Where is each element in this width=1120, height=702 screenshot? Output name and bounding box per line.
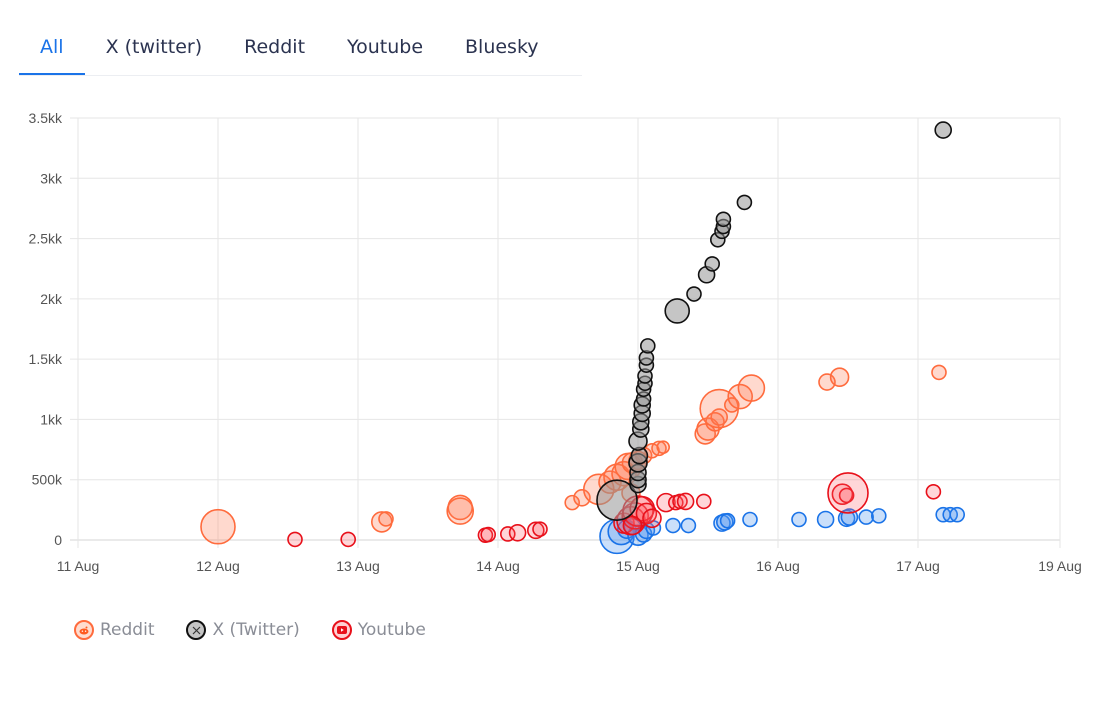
data-point[interactable] [656, 440, 671, 454]
tab-youtube[interactable]: Youtube [347, 36, 424, 58]
data-point[interactable] [934, 121, 953, 139]
data-point[interactable] [340, 531, 357, 548]
data-point[interactable] [622, 515, 643, 536]
x-tick-label: 15 Aug [616, 558, 660, 574]
x-axis: 11 Aug 12 Aug 13 Aug 14 Aug 15 Aug 16 Aug 17 A… [57, 558, 1082, 574]
data-points [200, 121, 966, 555]
legend-item-x-twitter[interactable]: X (Twitter) [186, 620, 300, 640]
y-tick-label: 500k [32, 472, 63, 488]
data-point[interactable] [446, 497, 475, 525]
data-point[interactable] [827, 472, 869, 514]
y-tick-label: 3kk [40, 170, 63, 186]
chart-legend: Reddit X (Twitter) Youtube [74, 620, 458, 640]
data-point[interactable] [639, 338, 656, 354]
data-point[interactable] [672, 493, 688, 510]
data-point[interactable] [526, 521, 545, 540]
tab-bluesky[interactable]: Bluesky [465, 36, 539, 58]
data-point[interactable] [573, 488, 591, 507]
data-point[interactable] [949, 506, 966, 523]
x-tick-label: 16 Aug [756, 558, 800, 574]
series-reddit [200, 364, 947, 545]
data-point[interactable] [664, 298, 691, 324]
legend-label: X (Twitter) [212, 620, 300, 640]
data-point[interactable] [704, 256, 721, 272]
tab-all[interactable]: All [19, 24, 85, 75]
y-tick-label: 2kk [40, 291, 63, 307]
data-point[interactable] [665, 517, 681, 534]
x-tick-label: 19 Aug [1038, 558, 1082, 574]
data-point[interactable] [791, 511, 807, 528]
tab-x-twitter[interactable]: X (twitter) [105, 36, 203, 58]
data-point[interactable] [680, 517, 697, 534]
data-point[interactable] [870, 508, 887, 524]
data-point[interactable] [727, 383, 754, 410]
chart-grid [70, 117, 1061, 548]
data-point[interactable] [829, 367, 850, 388]
data-point[interactable] [676, 492, 695, 511]
data-point[interactable] [715, 211, 732, 228]
x-tick-label: 13 Aug [336, 558, 380, 574]
data-point[interactable] [532, 521, 548, 537]
y-tick-label: 2.5kk [29, 231, 63, 247]
series-x-twitter- [596, 121, 953, 522]
platform-tabs: All X (twitter) Reddit Youtube Bluesky [19, 24, 582, 76]
series-bluesky [599, 506, 966, 555]
y-tick-label: 0 [54, 532, 62, 548]
tab-reddit[interactable]: Reddit [244, 36, 306, 58]
bubble-chart: 0 500k 1kk 1.5kk 2kk 2.5kk 3kk 3.5kk 11 Aug 12 A… [29, 110, 1082, 574]
data-point[interactable] [710, 408, 729, 426]
data-point[interactable] [695, 493, 712, 510]
x-tick-label: 12 Aug [196, 558, 240, 574]
data-point[interactable] [742, 511, 758, 528]
data-point[interactable] [931, 364, 947, 381]
data-point[interactable] [737, 374, 766, 402]
data-point[interactable] [642, 508, 662, 529]
data-point[interactable] [200, 508, 236, 545]
x-tick-label: 17 Aug [896, 558, 940, 574]
x-icon [186, 620, 207, 640]
data-point[interactable] [838, 487, 855, 504]
data-point[interactable] [480, 526, 497, 543]
legend-label: Youtube [357, 620, 426, 640]
data-point[interactable] [287, 531, 303, 548]
youtube-icon [331, 620, 352, 640]
data-point[interactable] [596, 479, 638, 522]
legend-label: Reddit [100, 620, 155, 640]
data-point[interactable] [736, 194, 753, 211]
legend-item-youtube[interactable]: Youtube [331, 620, 426, 640]
y-tick-label: 1.5kk [29, 351, 63, 367]
data-point[interactable] [564, 494, 581, 511]
data-point[interactable] [378, 511, 394, 527]
reddit-icon [74, 620, 94, 640]
y-tick-label: 1kk [40, 411, 63, 427]
legend-item-reddit[interactable]: Reddit [74, 620, 154, 640]
data-point[interactable] [925, 483, 942, 500]
x-tick-label: 14 Aug [476, 558, 520, 574]
data-point[interactable] [816, 510, 835, 529]
data-point[interactable] [858, 509, 875, 525]
data-point[interactable] [508, 523, 527, 542]
x-tick-label: 11 Aug [57, 558, 100, 574]
y-axis: 0 500k 1kk 1.5kk 2kk 2.5kk 3kk 3.5kk [29, 110, 63, 548]
data-point[interactable] [686, 286, 702, 302]
data-point[interactable] [635, 502, 658, 525]
data-point[interactable] [719, 512, 736, 529]
y-tick-label: 3.5kk [29, 110, 63, 126]
data-point[interactable] [651, 440, 667, 457]
